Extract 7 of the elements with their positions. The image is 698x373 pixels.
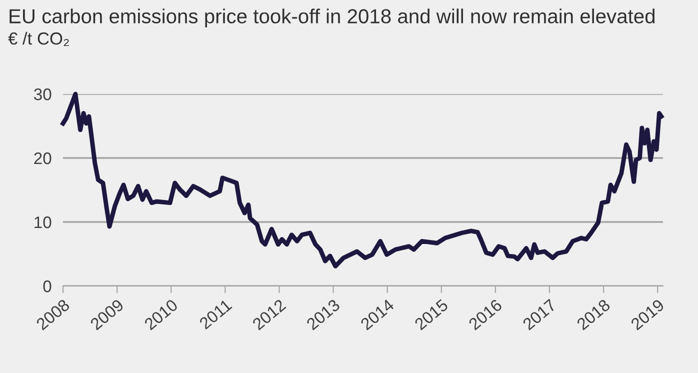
y-tick-label: 30 (34, 88, 52, 100)
chart-subtitle: € /t CO₂ (8, 32, 69, 46)
chart-title: EU carbon emissions price took-off in 2018 and will now remain elevated (10, 8, 654, 28)
y-tick-label: 10 (34, 216, 52, 228)
y-tick-label: 0 (43, 280, 52, 292)
line-series (60, 92, 664, 268)
y-tick-label: 20 (34, 152, 52, 164)
